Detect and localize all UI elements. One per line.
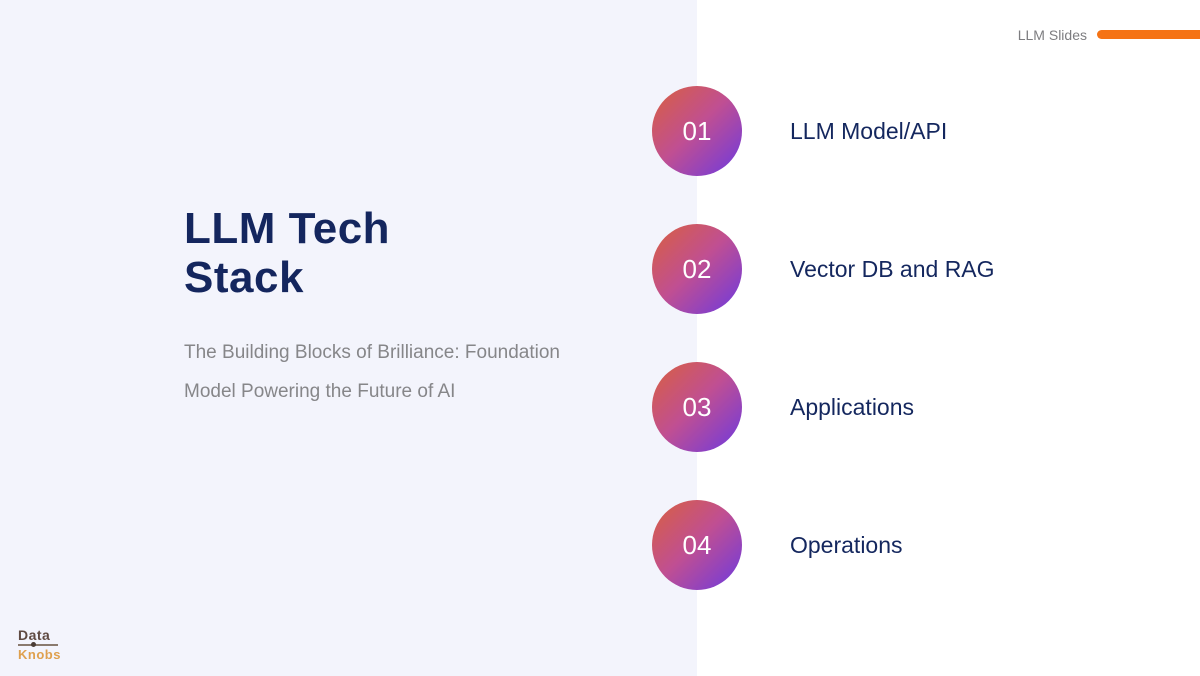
step-number: 04 — [682, 529, 712, 560]
step-label: Applications — [790, 393, 915, 420]
logo-slider-line — [18, 642, 58, 647]
brand-label: LLM Slides — [1017, 27, 1087, 43]
step-number: 02 — [682, 253, 712, 284]
step-label: Operations — [790, 531, 903, 558]
step-circle-01: 01 — [652, 86, 742, 176]
list-item: 04 Operations — [652, 500, 903, 590]
accent-bar — [1097, 30, 1200, 39]
step-circle-02: 02 — [652, 224, 742, 314]
left-panel — [0, 0, 697, 676]
list-item: 02 Vector DB and RAG — [652, 224, 995, 314]
logo-text-knobs: Knobs — [18, 647, 61, 662]
step-label: LLM Model/API — [790, 117, 948, 144]
step-number: 03 — [682, 391, 712, 422]
dataknobs-logo: Data Knobs — [18, 627, 61, 662]
list-item: 01 LLM Model/API — [652, 86, 947, 176]
step-number: 01 — [682, 115, 712, 146]
step-circle-03: 03 — [652, 362, 742, 452]
list-item: 03 Applications — [652, 362, 914, 452]
logo-knob-dot — [31, 642, 36, 647]
step-circle-04: 04 — [652, 500, 742, 590]
slide-subtitle: The Building Blocks of Brilliance: Found… — [184, 342, 560, 402]
step-label: Vector DB and RAG — [790, 255, 995, 282]
logo-text-data: Data — [18, 627, 51, 643]
slide-title: LLM Tech Stack — [184, 204, 391, 302]
